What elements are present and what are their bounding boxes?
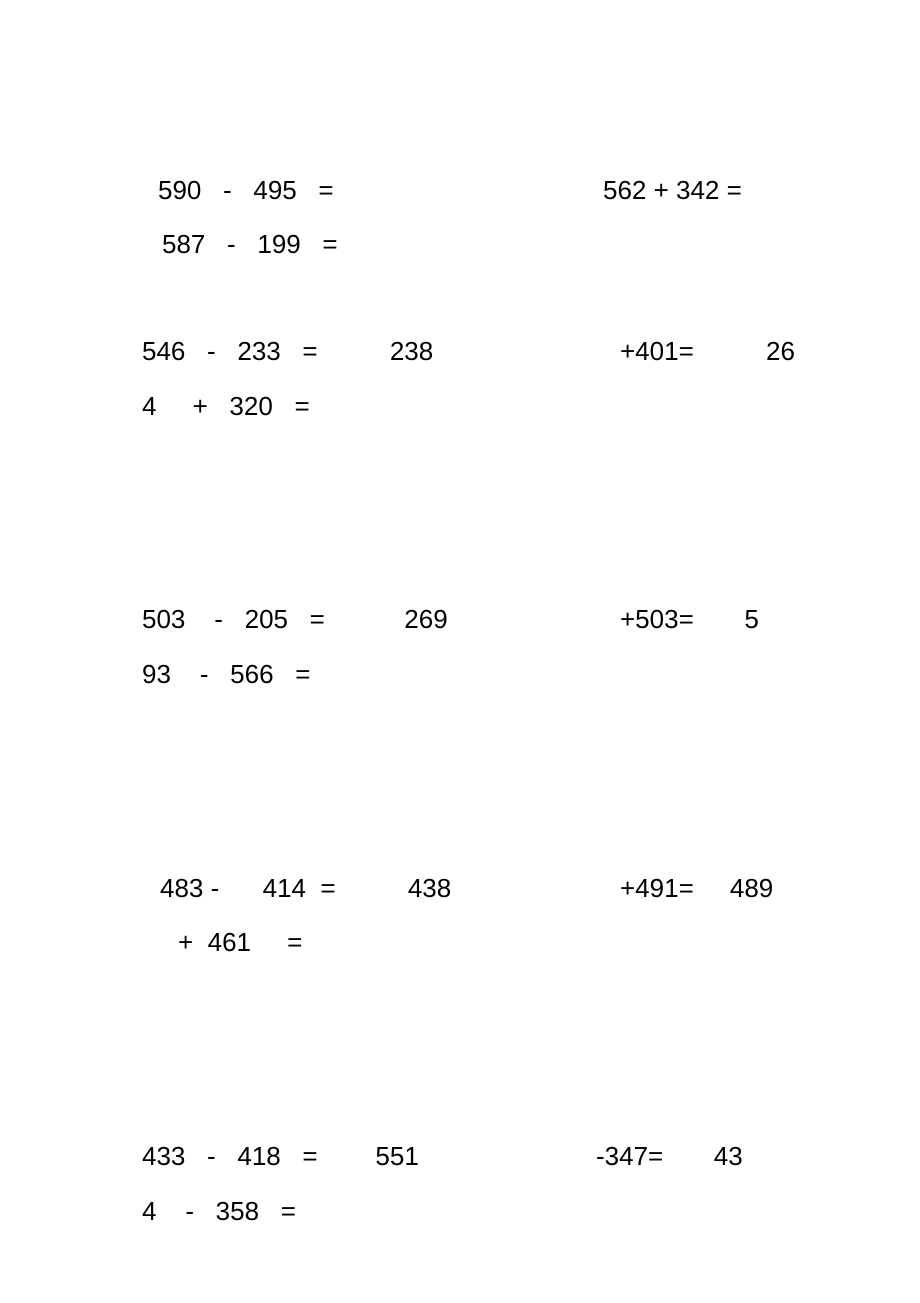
math-problem-5: 4 + 320 = [142,391,310,422]
math-problem-7: +503= 5 [620,604,759,635]
math-problem-11: + 461 = [178,927,302,958]
math-problem-6: 503 - 205 = 269 [142,604,448,635]
math-problem-0: 590 - 495 = [158,175,334,206]
math-problem-14: 4 - 358 = [142,1196,296,1227]
math-problem-1: 562 + 342 = [603,175,742,206]
math-problem-13: -347= 43 [596,1141,743,1172]
math-problem-8: 93 - 566 = [142,659,310,690]
math-problem-12: 433 - 418 = 551 [142,1141,419,1172]
math-problem-9: 483 - 414 = 438 [160,873,451,904]
math-problem-2: 587 - 199 = [162,229,338,260]
math-problem-10: +491= 489 [620,873,773,904]
math-problem-4: +401= 26 [620,336,795,367]
math-problem-3: 546 - 233 = 238 [142,336,433,367]
